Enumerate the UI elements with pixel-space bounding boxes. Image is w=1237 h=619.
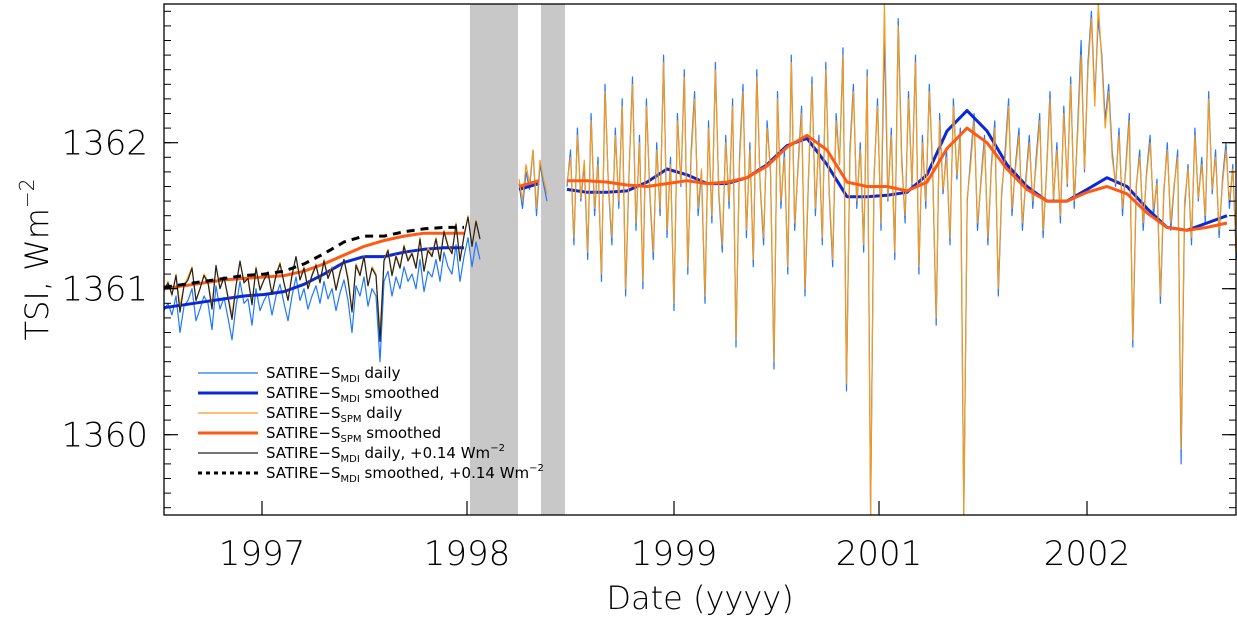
series-mdi_smooth-seg-0 bbox=[163, 246, 464, 310]
series-spm_smooth-seg-1 bbox=[518, 179, 540, 188]
x-tick-label-1998: 1998 bbox=[424, 534, 511, 574]
legend-label-spm_daily: SATIRE−SSPM daily bbox=[266, 404, 402, 425]
x-ticks: 1997 1998 1999 2001 2002 bbox=[219, 501, 1131, 574]
legend-label-spm_smooth: SATIRE−SSPM smoothed bbox=[266, 424, 441, 445]
legend-label-mdi_daily: SATIRE−SMDI daily bbox=[266, 364, 401, 385]
y-tick-label-1361: 1361 bbox=[61, 270, 148, 310]
y-tick-label-1362: 1362 bbox=[61, 124, 148, 164]
y-ticks: 1360 1361 1362 bbox=[61, 124, 1236, 456]
series-lines bbox=[163, 3, 1237, 516]
legend-label-mdi_smooth_off: SATIRE−SMDI smoothed, +0.14 Wm−2 bbox=[266, 463, 544, 485]
legend-label-mdi_daily_off: SATIRE−SMDI daily, +0.14 Wm−2 bbox=[266, 443, 505, 465]
series-mdi_daily-seg-2 bbox=[566, 10, 1237, 516]
series-mdi_daily_off-seg-0 bbox=[163, 216, 481, 342]
y-tick-label-1360: 1360 bbox=[61, 416, 148, 456]
y-axis-title-base: TSI, Wm bbox=[18, 208, 56, 340]
series-spm_daily-seg-2 bbox=[566, 3, 1237, 516]
data-gaps bbox=[470, 4, 565, 515]
series-spm_smooth-seg-2 bbox=[567, 126, 1228, 232]
x-axis-title: Date (yyyy) bbox=[606, 579, 793, 617]
gap-band-1 bbox=[541, 4, 565, 515]
x-tick-label-2002: 2002 bbox=[1044, 534, 1131, 574]
y-axis-title-sup: −2 bbox=[15, 179, 39, 208]
series-mdi_daily-seg-0 bbox=[163, 237, 481, 363]
x-tick-label-1997: 1997 bbox=[219, 534, 306, 574]
series-mdi_smooth_off-seg-0 bbox=[163, 225, 464, 289]
minor-ticks bbox=[164, 10, 1236, 509]
series-spm_daily-seg-1 bbox=[518, 149, 548, 209]
x-tick-label-2001: 2001 bbox=[836, 534, 923, 574]
x-tick-label-1999: 1999 bbox=[631, 534, 718, 574]
gap-band-0 bbox=[470, 4, 518, 515]
legend-label-mdi_smooth: SATIRE−SMDI smoothed bbox=[266, 384, 439, 405]
y-axis-title: TSI, Wm−2 bbox=[15, 179, 56, 341]
